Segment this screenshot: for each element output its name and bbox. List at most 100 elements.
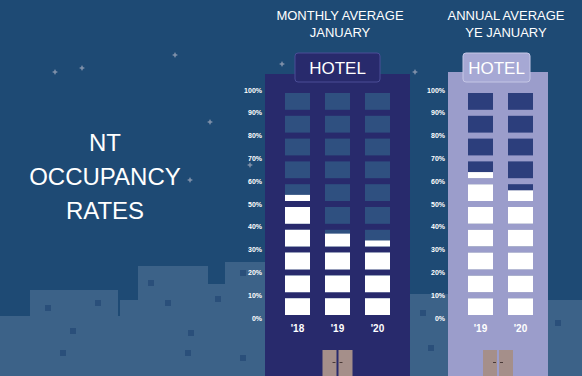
category-label: '18: [291, 323, 305, 334]
window: [365, 161, 390, 178]
star: [172, 52, 178, 58]
door-handle: [340, 362, 343, 363]
plot-group: [468, 172, 533, 318]
skyline-window: [60, 350, 66, 356]
skyline-building: [405, 294, 453, 376]
category-label: '20: [371, 323, 385, 334]
window: [365, 184, 390, 201]
skyline-window: [148, 280, 154, 286]
skyline-building: [225, 262, 265, 376]
bar: [285, 195, 310, 318]
page: HOTEL 0% 10% 20% 30% 40% 50% 60% 70% 80% 90% 100% '1…: [0, 0, 582, 376]
window: [365, 207, 390, 224]
window: [468, 93, 493, 110]
background: [0, 0, 582, 376]
tick-label: 20%: [248, 269, 263, 276]
window: [508, 93, 533, 110]
window: [285, 116, 310, 133]
window: [468, 139, 493, 156]
category-label: '20: [514, 323, 528, 334]
tick-label: 40%: [431, 223, 446, 230]
hotel-sign: [295, 53, 380, 82]
tick-label: 10%: [248, 292, 263, 299]
tick-label: 100%: [244, 87, 263, 94]
skyline-building: [138, 266, 208, 376]
tick-label: 30%: [431, 246, 446, 253]
window: [365, 93, 390, 110]
star: [412, 69, 418, 75]
star: [207, 119, 213, 125]
tick-label: 70%: [248, 155, 263, 162]
tick-label: 90%: [431, 109, 446, 116]
bar-group: [468, 172, 533, 318]
tick-label: 60%: [431, 178, 446, 185]
star: [79, 65, 85, 71]
tick-label: 80%: [248, 132, 263, 139]
skyline-window: [45, 305, 51, 311]
sign-text: HOTEL: [309, 59, 366, 78]
skyline-window: [555, 320, 561, 326]
door-handle: [493, 362, 496, 363]
window: [285, 93, 310, 110]
category-label: '19: [331, 323, 345, 334]
skyline-window: [70, 328, 76, 334]
tick-label: 90%: [248, 109, 263, 116]
main-title: NT OCCUPANCY RATES: [20, 126, 190, 228]
star: [187, 177, 193, 183]
skyline-window: [215, 296, 221, 302]
hotel-building: [265, 74, 410, 376]
star: [279, 61, 285, 67]
bar: [468, 172, 493, 318]
skyline-building: [30, 290, 118, 376]
skyline-window: [428, 345, 434, 351]
bar: [325, 234, 350, 318]
skyline-window: [185, 350, 191, 356]
bar: [365, 240, 390, 318]
tick-label: 60%: [248, 178, 263, 185]
star: [247, 162, 253, 168]
window: [508, 161, 533, 178]
skyline-window: [165, 300, 171, 306]
window: [285, 161, 310, 178]
tick-label: 50%: [431, 201, 446, 208]
tick-label: 0%: [252, 315, 263, 322]
bar: [508, 190, 533, 318]
bar-group: [285, 195, 390, 318]
tick-label: 70%: [431, 155, 446, 162]
window: [325, 184, 350, 201]
tick-label: 10%: [431, 292, 446, 299]
tick-label: 50%: [248, 201, 263, 208]
window: [365, 139, 390, 156]
skyline-window: [240, 270, 246, 276]
door: [483, 350, 497, 376]
window: [508, 116, 533, 133]
window: [325, 161, 350, 178]
chart-title: ANNUAL AVERAGE YE JANUARY: [438, 7, 574, 41]
chart-title: MONTHLY AVERAGE JANUARY: [272, 7, 408, 41]
tick-label: 20%: [431, 269, 446, 276]
skyline-window: [240, 355, 246, 361]
skyline-window: [420, 310, 426, 316]
door-handle: [333, 362, 336, 363]
window: [365, 116, 390, 133]
window: [325, 116, 350, 133]
skyline-window: [95, 300, 101, 306]
hotel-building: [448, 72, 548, 376]
window: [325, 93, 350, 110]
tick-label: 40%: [248, 223, 263, 230]
star: [52, 69, 58, 75]
window: [325, 139, 350, 156]
door-handle: [500, 362, 503, 363]
plot-group: [285, 195, 390, 318]
hotel-sign: [463, 53, 530, 82]
tick-label: 30%: [248, 246, 263, 253]
sign-text: HOTEL: [468, 59, 525, 78]
window: [468, 116, 493, 133]
window: [508, 139, 533, 156]
tick-label: 100%: [427, 87, 446, 94]
tick-label: 0%: [435, 315, 446, 322]
door: [323, 350, 337, 376]
skyline-window: [188, 330, 194, 336]
window: [285, 139, 310, 156]
window: [325, 207, 350, 224]
